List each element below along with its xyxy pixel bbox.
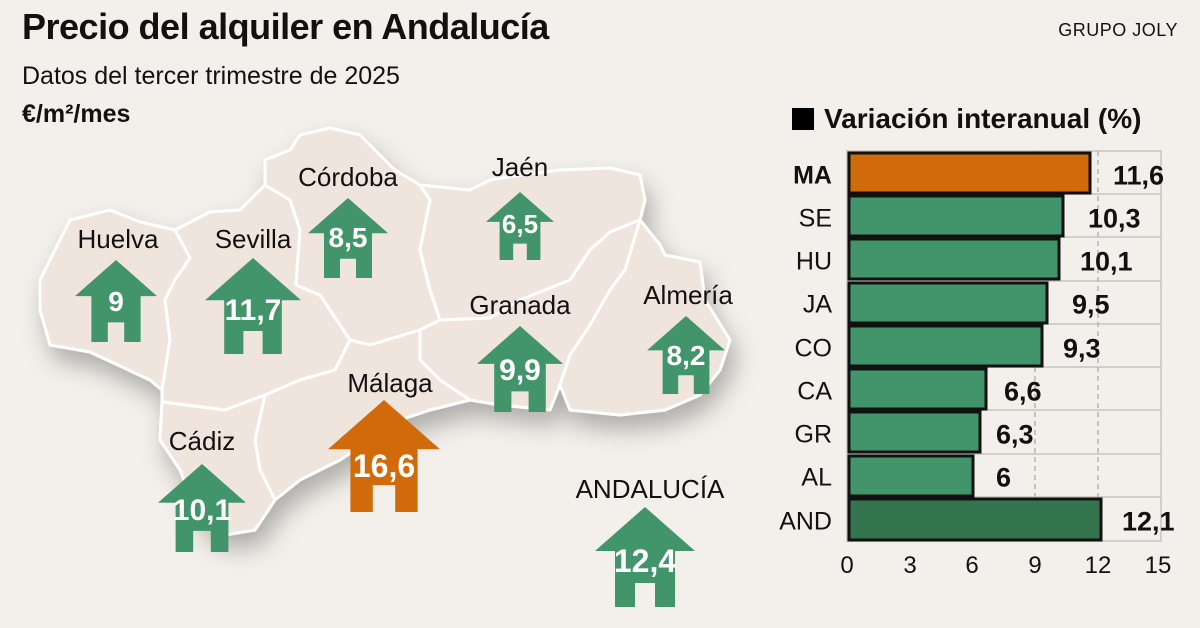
value-ca: 6,6 [1004, 376, 1042, 407]
value-ja: 9,5 [1072, 289, 1110, 320]
category-ja: JA [802, 290, 832, 319]
x-tick-0: 0 [840, 552, 854, 579]
province-label-huelva: Huelva [77, 224, 159, 254]
category-al: AL [801, 463, 832, 492]
category-se: SE [798, 204, 832, 233]
bar-ma [847, 151, 1092, 195]
bar-gr [847, 410, 982, 454]
bar-chart-title: Variación interanual (%) [792, 103, 1141, 135]
price-malaga: 16,6 [352, 448, 416, 484]
province-label-cadiz: Cádiz [168, 426, 236, 456]
province-label-jaen: Jaén [491, 152, 549, 182]
x-tick-15: 15 [1144, 552, 1172, 579]
house-icon-malaga: 16,6 [328, 400, 440, 512]
unit-label: €/m²/mes [22, 100, 131, 128]
province-label-malaga: Málaga [347, 368, 433, 398]
bar-and [847, 497, 1103, 542]
bar-chart-title-text: Variación interanual (%) [824, 103, 1142, 134]
category-hu: HU [795, 247, 832, 276]
price-sevilla: 11,7 [224, 294, 282, 327]
value-ma: 11,6 [1113, 160, 1165, 191]
category-ca: CA [797, 377, 832, 406]
legend-square-icon [792, 108, 814, 130]
province-label-granada: Granada [469, 290, 571, 320]
x-tick-3: 3 [903, 552, 917, 579]
bar-ja [847, 281, 1049, 325]
category-gr: GR [794, 420, 833, 449]
chart-subtitle: Datos del tercer trimestre de 2025 [22, 62, 400, 90]
bar-co [847, 324, 1044, 368]
x-tick-12: 12 [1084, 552, 1112, 579]
brand-label: GRUPO JOLY [1058, 20, 1178, 40]
house-icon-granada: 9,9 [477, 326, 563, 412]
x-tick-6: 6 [965, 552, 979, 579]
x-tick-9: 9 [1028, 552, 1042, 579]
price-cordoba: 8,5 [328, 222, 368, 253]
price-almeria: 8,2 [666, 340, 706, 371]
price-andalucia: 12,4 [613, 543, 677, 579]
province-label-almeria: Almería [643, 280, 733, 310]
chart-title: Precio del alquiler en Andalucía [22, 6, 549, 47]
province-label-sevilla: Sevilla [214, 224, 292, 254]
price-cadiz: 10,1 [172, 494, 232, 527]
house-icon-huelva: 9 [75, 260, 157, 342]
value-co: 9,3 [1063, 333, 1101, 364]
category-ma: MA [793, 161, 832, 190]
value-al: 6 [996, 462, 1012, 493]
house-icon-cadiz: 10,1 [158, 464, 246, 552]
category-and: AND [779, 507, 832, 536]
province-label-cordoba: Córdoba [298, 162, 398, 192]
price-granada: 9,9 [499, 354, 541, 387]
bar-se [847, 194, 1065, 238]
bar-hu [847, 237, 1061, 281]
value-hu: 10,1 [1080, 246, 1133, 277]
price-jaen: 6,5 [501, 209, 539, 239]
value-gr: 6,3 [996, 419, 1034, 450]
house-icon-jaen: 6,5 [485, 192, 555, 260]
category-co: CO [794, 334, 833, 363]
total-label-andalucia: ANDALUCÍA [575, 474, 725, 504]
house-icon-almeria: 8,2 [646, 316, 726, 394]
house-icon-sevilla: 11,7 [205, 258, 301, 354]
house-icon-cordoba: 8,5 [308, 198, 388, 278]
bar-ca [847, 367, 988, 411]
province-cadiz [158, 393, 277, 537]
house-icon-andalucia: 12,4 [595, 507, 695, 607]
bar-al [847, 454, 975, 498]
value-and: 12,1 [1122, 506, 1175, 537]
price-huelva: 9 [108, 286, 124, 317]
value-se: 10,3 [1088, 203, 1141, 234]
